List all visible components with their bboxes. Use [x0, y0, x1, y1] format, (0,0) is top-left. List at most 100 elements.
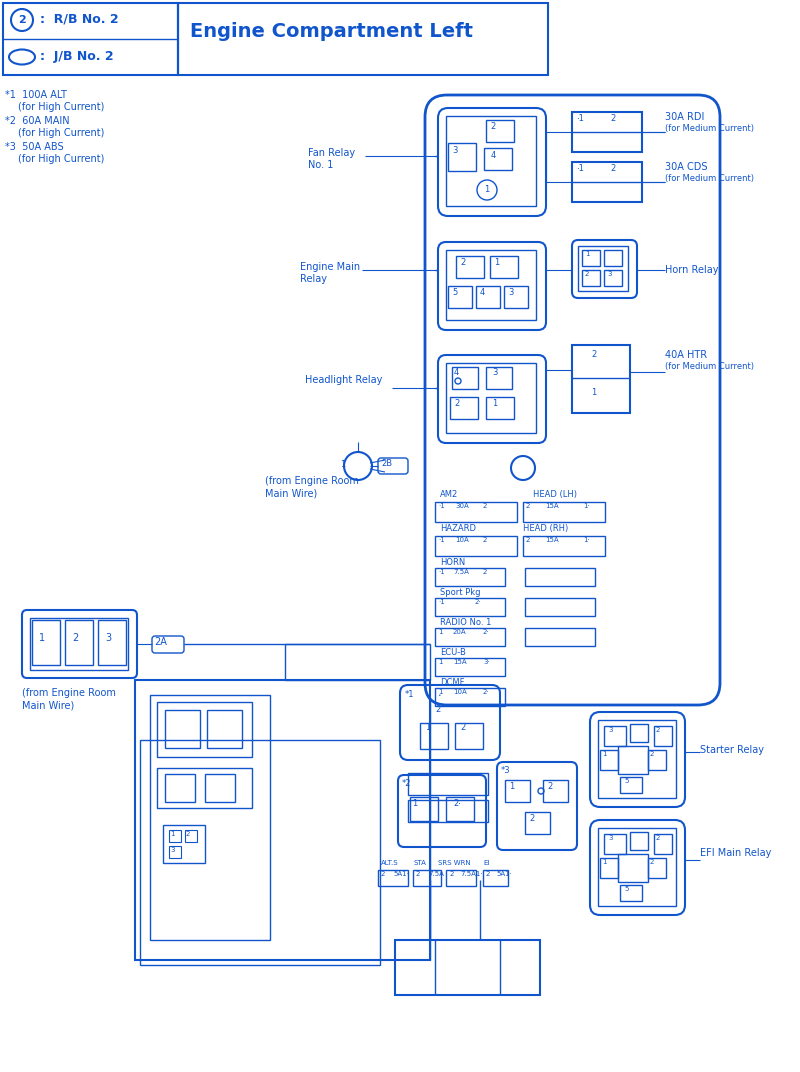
- Text: Sport Pkg: Sport Pkg: [440, 589, 481, 597]
- Text: 2: 2: [591, 349, 597, 359]
- Text: 3: 3: [607, 271, 611, 277]
- Text: *1  100A ALT: *1 100A ALT: [5, 90, 67, 100]
- Text: 2B: 2B: [381, 459, 392, 468]
- Text: 2: 2: [454, 399, 459, 408]
- Text: 5A1⋅: 5A1⋅: [393, 870, 409, 877]
- Text: 2: 2: [610, 164, 615, 173]
- Text: 7.5A: 7.5A: [428, 870, 444, 877]
- Bar: [525, 628, 595, 646]
- Bar: [446, 250, 536, 321]
- Text: 2: 2: [450, 870, 454, 877]
- Bar: [446, 363, 536, 433]
- Text: 2: 2: [585, 271, 590, 277]
- Text: 1: 1: [438, 689, 442, 695]
- Text: *3: *3: [501, 766, 510, 775]
- Bar: [654, 834, 672, 854]
- Bar: [572, 162, 642, 202]
- Text: 1: 1: [340, 460, 346, 470]
- Text: 4: 4: [480, 288, 486, 297]
- Text: 40A HTR: 40A HTR: [665, 349, 707, 360]
- Bar: [435, 598, 505, 616]
- Text: Horn Relay: Horn Relay: [665, 265, 718, 276]
- Bar: [572, 111, 642, 152]
- Bar: [600, 858, 618, 878]
- Text: 1: 1: [585, 251, 590, 257]
- Bar: [420, 723, 448, 749]
- Text: 2⋅: 2⋅: [475, 599, 482, 605]
- Text: 3⋅: 3⋅: [483, 659, 490, 665]
- Text: 5A1⋅: 5A1⋅: [496, 870, 512, 877]
- Text: (for High Current): (for High Current): [18, 102, 104, 111]
- Bar: [98, 620, 126, 665]
- Text: EI: EI: [483, 860, 490, 866]
- Text: 1: 1: [494, 258, 499, 267]
- Bar: [395, 940, 540, 995]
- Bar: [523, 502, 605, 522]
- Bar: [446, 870, 476, 885]
- Text: Engine Main: Engine Main: [300, 262, 360, 272]
- Text: 2: 2: [416, 870, 420, 877]
- Text: HAZARD: HAZARD: [440, 524, 476, 533]
- Text: 2: 2: [435, 705, 441, 714]
- Bar: [486, 120, 514, 142]
- Text: HEAD (RH): HEAD (RH): [523, 524, 568, 533]
- Bar: [408, 773, 488, 795]
- Bar: [582, 270, 600, 286]
- Text: Main Wire): Main Wire): [265, 488, 318, 498]
- Text: *3  50A ABS: *3 50A ABS: [5, 142, 64, 152]
- Bar: [630, 724, 648, 742]
- Bar: [169, 846, 181, 858]
- Text: 10A: 10A: [453, 689, 466, 695]
- Text: 2A: 2A: [154, 637, 167, 647]
- Text: Starter Relay: Starter Relay: [700, 745, 764, 755]
- Text: 1: 1: [484, 185, 490, 194]
- Bar: [169, 830, 181, 842]
- Bar: [165, 710, 200, 748]
- Bar: [486, 367, 512, 389]
- Text: 2: 2: [18, 15, 26, 25]
- Text: AM2: AM2: [440, 490, 458, 498]
- Bar: [598, 828, 676, 906]
- Text: 5: 5: [624, 778, 628, 784]
- Text: ⋅1: ⋅1: [438, 503, 445, 509]
- Bar: [408, 800, 488, 822]
- Text: 1: 1: [438, 659, 442, 665]
- Bar: [572, 345, 630, 413]
- Text: 4: 4: [490, 151, 496, 160]
- Bar: [140, 740, 380, 965]
- Text: 2: 2: [483, 569, 487, 575]
- Text: (for High Current): (for High Current): [18, 128, 104, 138]
- Text: Fan Relay: Fan Relay: [308, 148, 355, 158]
- Text: 2: 2: [381, 870, 386, 877]
- Text: ⋅1: ⋅1: [438, 569, 445, 575]
- Text: 15A: 15A: [453, 659, 466, 665]
- Text: 5: 5: [624, 885, 628, 892]
- Text: 30A RDI: 30A RDI: [665, 111, 704, 122]
- Bar: [435, 568, 505, 586]
- Bar: [32, 620, 60, 665]
- Text: EFI Main Relay: EFI Main Relay: [700, 848, 771, 858]
- Text: Engine Compartment Left: Engine Compartment Left: [190, 23, 473, 41]
- Bar: [582, 250, 600, 266]
- Bar: [476, 286, 500, 308]
- Text: 3: 3: [105, 632, 111, 643]
- Bar: [135, 680, 430, 961]
- Bar: [630, 832, 648, 850]
- Text: (from Engine Room: (from Engine Room: [22, 688, 116, 698]
- Text: ⋅1: ⋅1: [576, 114, 584, 123]
- Text: (from Engine Room: (from Engine Room: [265, 476, 359, 486]
- Text: 2: 2: [186, 831, 190, 837]
- Text: 3: 3: [608, 835, 613, 842]
- Text: 2: 2: [483, 503, 487, 509]
- Bar: [30, 617, 128, 670]
- Bar: [450, 397, 478, 419]
- Text: 2⋅: 2⋅: [483, 629, 490, 635]
- Bar: [207, 710, 242, 748]
- Text: 1: 1: [438, 629, 442, 635]
- Bar: [410, 796, 438, 821]
- Bar: [435, 502, 517, 522]
- Text: 2: 2: [656, 835, 660, 842]
- Text: 5: 5: [452, 288, 458, 297]
- Bar: [620, 777, 642, 793]
- Bar: [598, 720, 676, 798]
